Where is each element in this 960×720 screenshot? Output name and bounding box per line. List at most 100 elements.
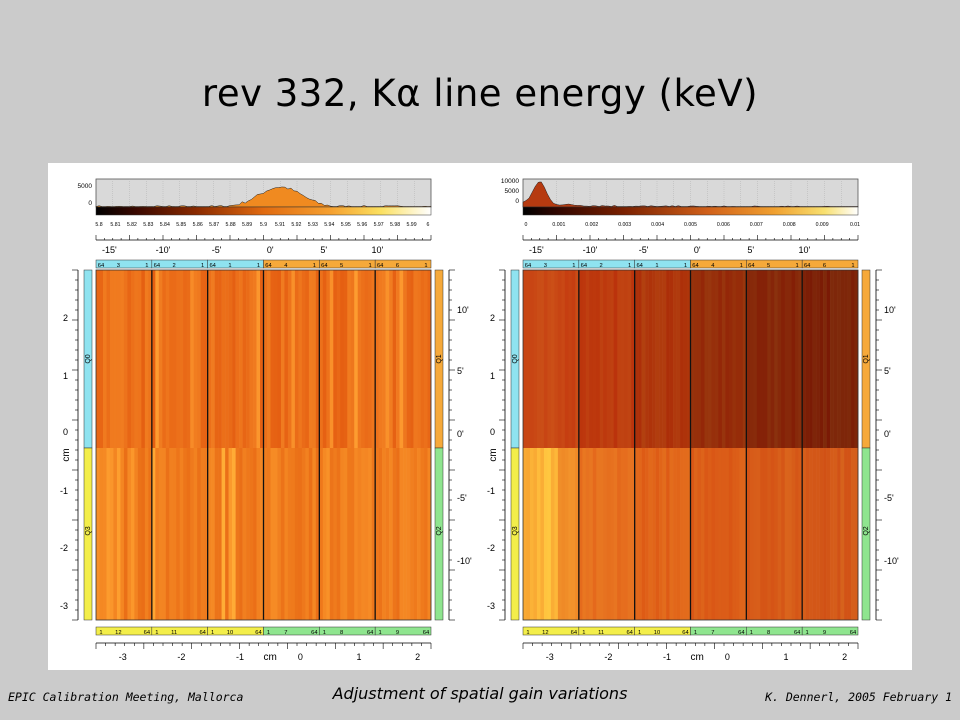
map-column [585,270,590,448]
footer-center: Adjustment of spatial gain variations [332,684,628,703]
ccd-strip-label: 6 [396,263,399,269]
map-column [120,448,125,620]
map-column [424,270,428,448]
ccd-strip-cell [746,259,803,269]
energy-map [522,269,859,621]
ccd-strip-label: 64 [571,630,578,636]
map-column [347,448,352,620]
ccd-strip-label: 1 [267,630,270,636]
map-column [165,448,170,620]
top-arcmin-tick: 5' [320,245,327,255]
map-column [410,270,414,448]
map-column [155,270,160,448]
ccd-strip-label: 64 [154,263,161,269]
ccd-strip-label: 1 [257,263,260,269]
top-arcmin-tick: 10' [372,245,384,255]
map-column [641,270,646,448]
map-column [96,270,100,448]
map-column [256,270,261,448]
colorbar-tick: 0 [525,222,528,228]
map-column [557,448,562,620]
ccd-strip-label: 1 [655,263,658,269]
ccd-strip-label: 64 [682,630,689,636]
map-column [714,448,719,620]
ccd-strip-label: 1 [313,263,316,269]
map-column [638,448,642,620]
top-arcmin-tick: -5' [212,245,222,255]
ccd-strip-label: 7 [284,630,287,636]
map-column [788,270,792,448]
map-column [420,448,425,620]
map-column [837,448,841,620]
map-column [123,448,128,620]
map-column [399,448,404,620]
map-column [732,448,737,620]
map-column [141,448,146,620]
ccd-strip-label: 64 [311,630,318,636]
map-column [812,270,817,448]
histogram-y-tick: 5000 [78,183,93,190]
map-column [809,270,813,448]
map-column [540,270,545,448]
figure-panel: 5000 0 5.8 5.81 5.82 5.83 5.84 5.85 5.86 5.87 5.88… [48,163,912,670]
left-cm-tick: 1 [63,371,68,381]
map-column [424,448,428,620]
map-column [767,448,772,620]
map-column [596,448,601,620]
right-arcmin-tick: -5' [457,493,467,503]
map-column [540,448,545,620]
ccd-strip-label: 64 [738,630,745,636]
map-column [739,448,744,620]
bottom-cm-tick: 1 [356,652,361,662]
bottom-axis-unit: cm [264,652,277,663]
map-column [280,448,285,620]
map-column [301,448,306,620]
footer-left: EPIC Calibration Meeting, Mallorca [8,690,244,704]
map-column [392,448,397,620]
map-column [830,448,834,620]
map-column [714,270,719,448]
map-column [728,270,733,448]
map-column [652,270,656,448]
bottom-cm-tick: -1 [236,652,244,662]
map-column [364,448,369,620]
left-axis-unit: cm [61,448,72,461]
right-quadrant-strip: Q1 Q2 [434,269,444,621]
map-column [204,270,208,448]
map-column [742,270,747,448]
map-column [200,270,205,448]
map-column [291,448,296,620]
colorbar-tick: 0.005 [684,222,697,228]
map-column [403,448,407,620]
right-arcmin-tick: 0' [884,429,891,439]
ccd-strip-label: 1 [572,263,575,269]
map-column [582,270,587,448]
map-column [176,448,181,620]
ccd-strip-label: 3 [544,263,547,269]
map-column [816,448,820,620]
ccd-strip-label: 4 [284,263,288,269]
map-column [746,448,751,620]
map-column [137,448,142,620]
map-column [420,270,425,448]
map-column [812,448,817,620]
map-column [680,270,684,448]
map-column [239,448,243,620]
map-column [582,448,587,620]
ccd-strip-label: 1 [628,263,631,269]
ccd-strip-label: 8 [340,630,343,636]
colorbar-tick: 5.8 [95,222,102,228]
map-column [739,270,744,448]
quadrant-strip-cell [83,447,93,621]
map-column [774,270,779,448]
map-column [753,270,758,448]
map-column [683,448,688,620]
map-column [536,270,541,448]
map-column [847,448,852,620]
bottom-cm-tick: 2 [415,652,420,662]
map-column [165,270,170,448]
map-column [523,448,527,620]
map-column [610,270,615,448]
colorbar-tick: 5.97 [374,222,384,228]
map-column [427,270,432,448]
